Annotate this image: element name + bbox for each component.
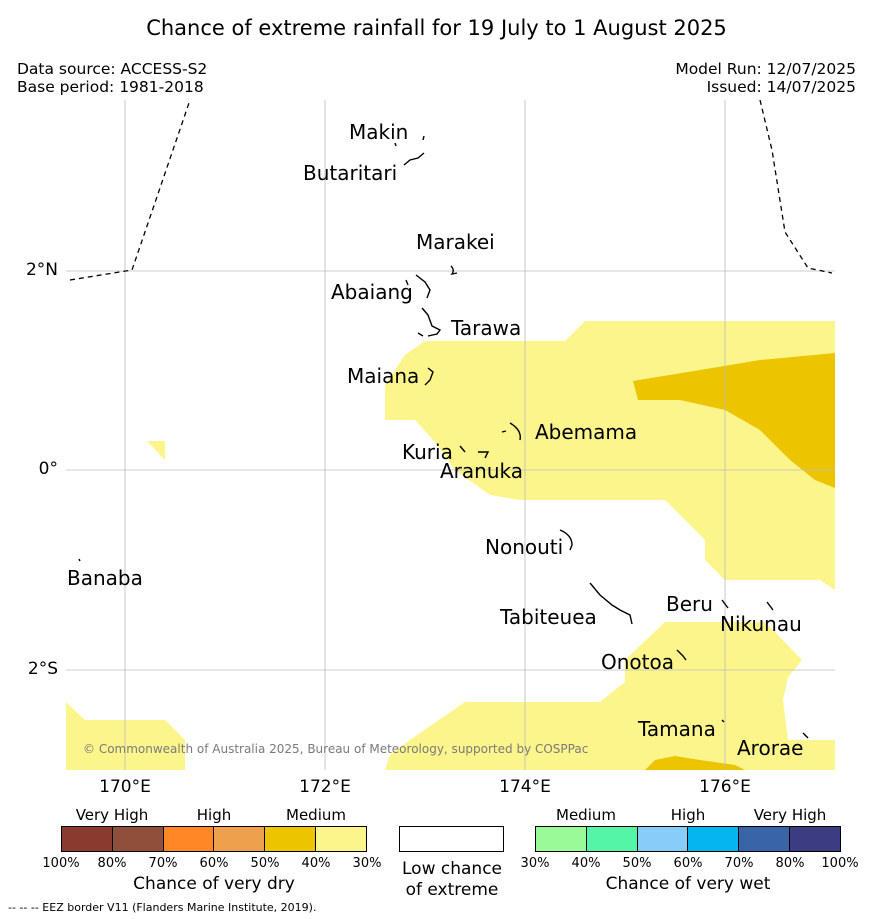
place-label-tarawa: Tarawa bbox=[451, 316, 522, 340]
lon-label-170e: 170°E bbox=[99, 777, 151, 797]
legend-dry-swatch bbox=[163, 827, 215, 851]
legend-dry-group-very-high: Very High bbox=[75, 806, 149, 824]
legend-wet-pct: 30% bbox=[520, 856, 550, 871]
legend-dry-pct: 40% bbox=[301, 856, 331, 871]
legend-dry-pct: 50% bbox=[250, 856, 280, 871]
legend-wet-swatch bbox=[790, 827, 840, 851]
place-label-onotoa: Onotoa bbox=[601, 650, 674, 674]
legend-wet-swatch bbox=[586, 827, 638, 851]
legend-dry-group-medium: Medium bbox=[286, 806, 346, 824]
legend-wet-pct: 80% bbox=[775, 856, 805, 871]
place-label-tamana: Tamana bbox=[638, 717, 716, 741]
legend-dry-pct: 70% bbox=[148, 856, 178, 871]
model-run-info: Model Run: 12/07/2025 Issued: 14/07/2025 bbox=[675, 60, 856, 96]
place-label-tabiteuea: Tabiteuea bbox=[500, 605, 597, 629]
place-label-beru: Beru bbox=[666, 592, 713, 616]
legend-low-title-line2: of extreme bbox=[405, 880, 499, 900]
place-label-arorae: Arorae bbox=[737, 736, 804, 760]
legend-wet-pct: 60% bbox=[673, 856, 703, 871]
legend-wet-swatch bbox=[739, 827, 791, 851]
legend-wet-swatch bbox=[637, 827, 689, 851]
legend-dry-swatch bbox=[62, 827, 113, 851]
legend-wet-group-very-high: Very High bbox=[753, 806, 827, 824]
legend-wet-group-high: High bbox=[670, 806, 706, 824]
lon-label-172e: 172°E bbox=[299, 777, 351, 797]
model-run: Model Run: 12/07/2025 bbox=[675, 60, 856, 78]
lat-label-2n: 2°N bbox=[25, 260, 58, 280]
place-label-maiana: Maiana bbox=[347, 364, 420, 388]
place-label-abaiang: Abaiang bbox=[331, 280, 413, 304]
legend-dry-swatch bbox=[214, 827, 266, 851]
data-source-info: Data source: ACCESS-S2 Base period: 1981… bbox=[17, 60, 207, 96]
copyright-notice: © Commonwealth of Australia 2025, Bureau… bbox=[83, 742, 589, 756]
place-label-nikunau: Nikunau bbox=[720, 612, 802, 636]
legend-wet-pct: 50% bbox=[622, 856, 652, 871]
eez-border bbox=[69, 100, 833, 281]
dry-40-50-region bbox=[633, 353, 835, 770]
legend-wet-pct: 100% bbox=[821, 856, 859, 871]
issued-date: Issued: 14/07/2025 bbox=[706, 78, 856, 96]
legend-wet-swatch bbox=[536, 827, 587, 851]
legend-wet-group-medium: Medium bbox=[556, 806, 616, 824]
lon-label-174e: 174°E bbox=[499, 777, 551, 797]
legend-wet-pct: 70% bbox=[724, 856, 754, 871]
lon-label-176e: 176°E bbox=[699, 777, 751, 797]
lat-label-0: 0° bbox=[38, 459, 58, 479]
lat-label-2s: 2°S bbox=[27, 659, 58, 679]
place-label-marakei: Marakei bbox=[416, 230, 495, 254]
legend-wet-title: Chance of very wet bbox=[605, 874, 771, 894]
legend-dry-pct: 30% bbox=[352, 856, 382, 871]
legend-dry-pct: 60% bbox=[199, 856, 229, 871]
place-label-butaritari: Butaritari bbox=[303, 161, 398, 185]
legend-dry-swatch bbox=[265, 827, 317, 851]
legend-dry-swatch bbox=[316, 827, 366, 851]
map-area bbox=[66, 100, 835, 770]
data-source: Data source: ACCESS-S2 bbox=[17, 60, 208, 78]
legend-low-title-line1: Low chance bbox=[402, 859, 502, 879]
place-label-aranuka: Aranuka bbox=[440, 459, 523, 483]
island-outlines bbox=[78, 135, 809, 739]
legend-dry-title: Chance of very dry bbox=[133, 874, 295, 894]
legend-wet-colorbar bbox=[535, 826, 841, 852]
legend-wet-swatch bbox=[688, 827, 740, 851]
place-label-makin: Makin bbox=[349, 120, 409, 144]
place-label-nonouti: Nonouti bbox=[485, 535, 564, 559]
place-label-abemama: Abemama bbox=[535, 420, 638, 444]
place-label-banaba: Banaba bbox=[67, 566, 143, 590]
map-title: Chance of extreme rainfall for 19 July t… bbox=[146, 16, 727, 40]
legend-dry-swatch bbox=[112, 827, 164, 851]
legend-dry-group-high: High bbox=[196, 806, 232, 824]
legend-dry-colorbar bbox=[61, 826, 367, 852]
legend-dry-pct: 80% bbox=[97, 856, 127, 871]
legend-low-swatch bbox=[399, 826, 504, 852]
graticule bbox=[66, 100, 835, 770]
eez-footnote: -- -- -- EEZ border V11 (Flanders Marine… bbox=[8, 901, 317, 914]
base-period: Base period: 1981-2018 bbox=[17, 78, 204, 96]
place-label-kuria: Kuria bbox=[402, 440, 453, 464]
legend-dry-pct: 100% bbox=[42, 856, 80, 871]
legend-wet-pct: 40% bbox=[571, 856, 601, 871]
